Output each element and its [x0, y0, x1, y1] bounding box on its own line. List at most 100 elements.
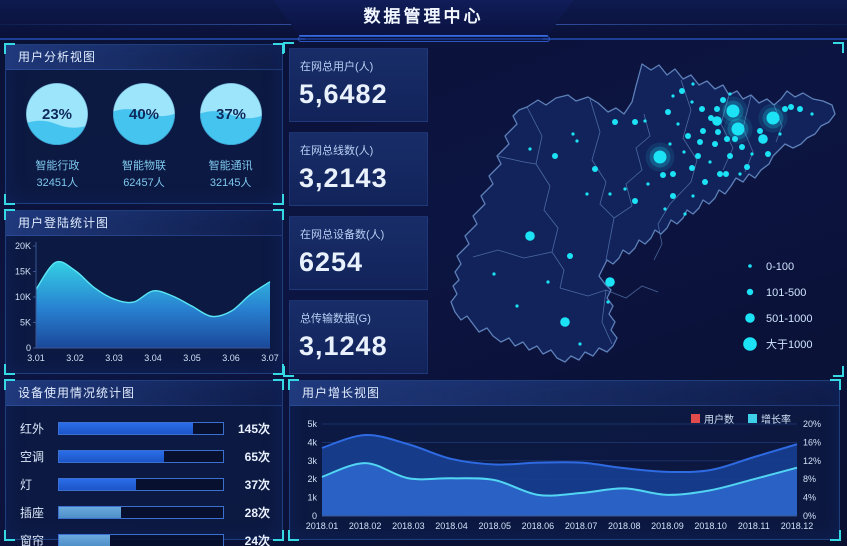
map-point [605, 277, 615, 287]
login-area-chart: 0 5K 10K 15K 20K 3.01 3.02 3.03 3.04 3.05 3.06 3.07 [15, 241, 279, 363]
panel-user-analysis: 用户分析视图 23% 智能行政 32451人 40% 智能物联 62457人 37% 智能通讯… [4, 43, 284, 205]
map-point [632, 198, 638, 204]
stats-map-region: 在网总用户(人) 5,6482 在网总线数(人) 3,2143 在网总设备数(人) 625… [283, 42, 844, 377]
map-point [691, 194, 695, 198]
corner-decoration [273, 530, 284, 541]
x-axis-tick: 2018.05 [478, 521, 511, 531]
bar-track [58, 534, 224, 546]
map-point [515, 304, 519, 308]
map-point [689, 165, 695, 171]
stat-card-3: 在网总设备数(人) 6254 [289, 216, 428, 290]
liquid-gauge-3: 37% 智能通讯 32145人 [189, 80, 273, 190]
stat-value: 6254 [299, 247, 364, 277]
map-point [739, 144, 745, 150]
map-point [685, 133, 691, 139]
corner-decoration [4, 194, 15, 205]
x-axis-tick: 3.03 [105, 353, 123, 363]
map-point [728, 92, 732, 96]
panel-login-stats: 用户登陆统计图 0 5K 10K 15K 20K 3.01 3.02 3.03 3.04 3.05… [4, 209, 284, 375]
map-legend-label: 101-500 [766, 287, 806, 299]
gauge-label: 智能通讯 [208, 160, 253, 172]
corner-decoration [4, 379, 15, 390]
map-inner-border [605, 217, 615, 261]
map-inner-border [496, 155, 537, 165]
map-point [546, 280, 550, 284]
map-point [797, 106, 803, 112]
left-axis-tick: 4k [307, 437, 317, 447]
map-inner-border [680, 79, 698, 183]
corner-decoration [4, 43, 15, 54]
map-inner-border [589, 98, 615, 219]
map-inner-border [613, 113, 651, 219]
map-point [723, 171, 729, 177]
map-point [560, 317, 570, 327]
map-point [765, 151, 771, 157]
y-axis-tick: 5K [20, 318, 31, 328]
map-point [676, 122, 680, 126]
gauge-label: 智能物联 [121, 160, 166, 172]
x-axis-tick: 2018.09 [651, 521, 684, 531]
bar-label: 窗帘 [20, 534, 45, 546]
map-point [668, 142, 672, 146]
map-point [575, 139, 579, 143]
map-point [782, 106, 788, 112]
map-inner-border [526, 106, 565, 289]
banner-decoration [297, 36, 550, 42]
panel-device-usage: 设备使用情况统计图 红外 145次 空调 65次灯 37次 插座 28次 窗帘 24次 [4, 379, 284, 546]
stat-value: 3,1248 [299, 331, 388, 361]
bar-label: 红外 [20, 422, 45, 436]
legend-label: 用户数 [704, 415, 734, 426]
bar-fill [59, 423, 194, 434]
map-point [695, 153, 701, 159]
corner-decoration [830, 379, 841, 390]
gauge-group: 23% 智能行政 32451人 40% 智能物联 62457人 37% 智能通讯 32145人 [6, 70, 282, 190]
map-point [712, 141, 718, 147]
corner-decoration [273, 209, 284, 220]
left-axis-tick: 3k [307, 456, 317, 466]
right-axis-tick: 0% [803, 511, 816, 521]
x-axis-tick: 3.02 [66, 353, 84, 363]
map-legend-dot [745, 313, 755, 323]
bar-label: 空调 [20, 450, 45, 464]
x-axis-tick: 3.01 [27, 353, 45, 363]
device-bar-row: 窗帘 24次 [20, 532, 270, 546]
map-point [653, 150, 667, 164]
map-legend-dot [746, 288, 754, 296]
map-point [788, 104, 794, 110]
map-point [690, 100, 694, 104]
gauge-percent: 40% [129, 106, 159, 123]
map-point [717, 171, 723, 177]
right-axis-tick: 8% [803, 474, 816, 484]
gauge-percent: 37% [216, 106, 246, 123]
legend-item: 增长率 [748, 411, 791, 426]
map-inner-border [559, 285, 659, 299]
panel-title-device-usage: 设备使用情况统计图 [6, 381, 282, 406]
panel-title-user-analysis: 用户分析视图 [6, 45, 282, 70]
bar-fill [59, 535, 110, 546]
stat-value: 5,6482 [299, 79, 388, 109]
gauge-count: 62457人 [123, 177, 165, 189]
map-point [810, 112, 814, 116]
map-point [738, 172, 742, 176]
map-point [670, 193, 676, 199]
bar-value: 28次 [244, 506, 270, 520]
map-point [744, 164, 750, 170]
map-point [720, 97, 726, 103]
stat-value: 3,2143 [299, 163, 388, 193]
map-point [726, 104, 740, 118]
corner-decoration [283, 366, 294, 377]
bar-value: 37次 [244, 478, 270, 492]
corner-decoration [273, 379, 284, 390]
stat-label: 在网总设备数(人) [300, 229, 385, 241]
map-legend-label: 501-1000 [766, 313, 813, 325]
map-point [757, 128, 763, 134]
map-point [682, 150, 686, 154]
corner-decoration [4, 530, 15, 541]
growth-chart-legend: 用户数 增长率 [691, 411, 791, 426]
stat-card-2: 在网总线数(人) 3,2143 [289, 132, 428, 206]
liquid-gauge-2: 40% 智能物联 62457人 [102, 80, 186, 190]
growth-area-chart: 0 1k 2k 3k 4k 5k 0% 4% 8% 12% 16% 20% 2018.01 2018.02… [306, 419, 821, 531]
panel-title-user-growth: 用户增长视图 [290, 381, 839, 406]
map-point [567, 253, 573, 259]
right-axis-tick: 20% [803, 419, 821, 429]
